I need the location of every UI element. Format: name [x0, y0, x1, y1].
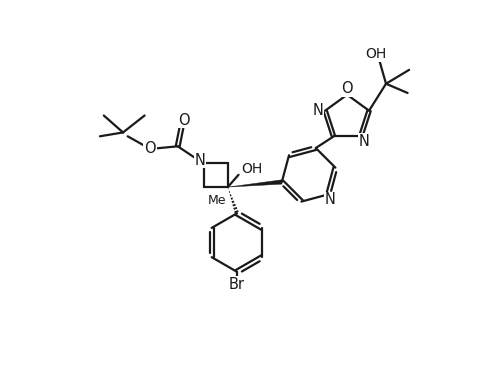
Text: O: O	[342, 81, 353, 96]
Text: Br: Br	[229, 277, 245, 291]
Text: O: O	[178, 113, 190, 127]
Text: N: N	[358, 134, 369, 149]
Text: N: N	[313, 103, 324, 118]
Polygon shape	[228, 180, 282, 187]
Text: N: N	[324, 192, 335, 207]
Text: O: O	[144, 141, 156, 156]
Text: N: N	[194, 153, 205, 167]
Text: OH: OH	[241, 162, 262, 176]
Text: Me: Me	[208, 194, 226, 208]
Text: OH: OH	[366, 47, 386, 62]
